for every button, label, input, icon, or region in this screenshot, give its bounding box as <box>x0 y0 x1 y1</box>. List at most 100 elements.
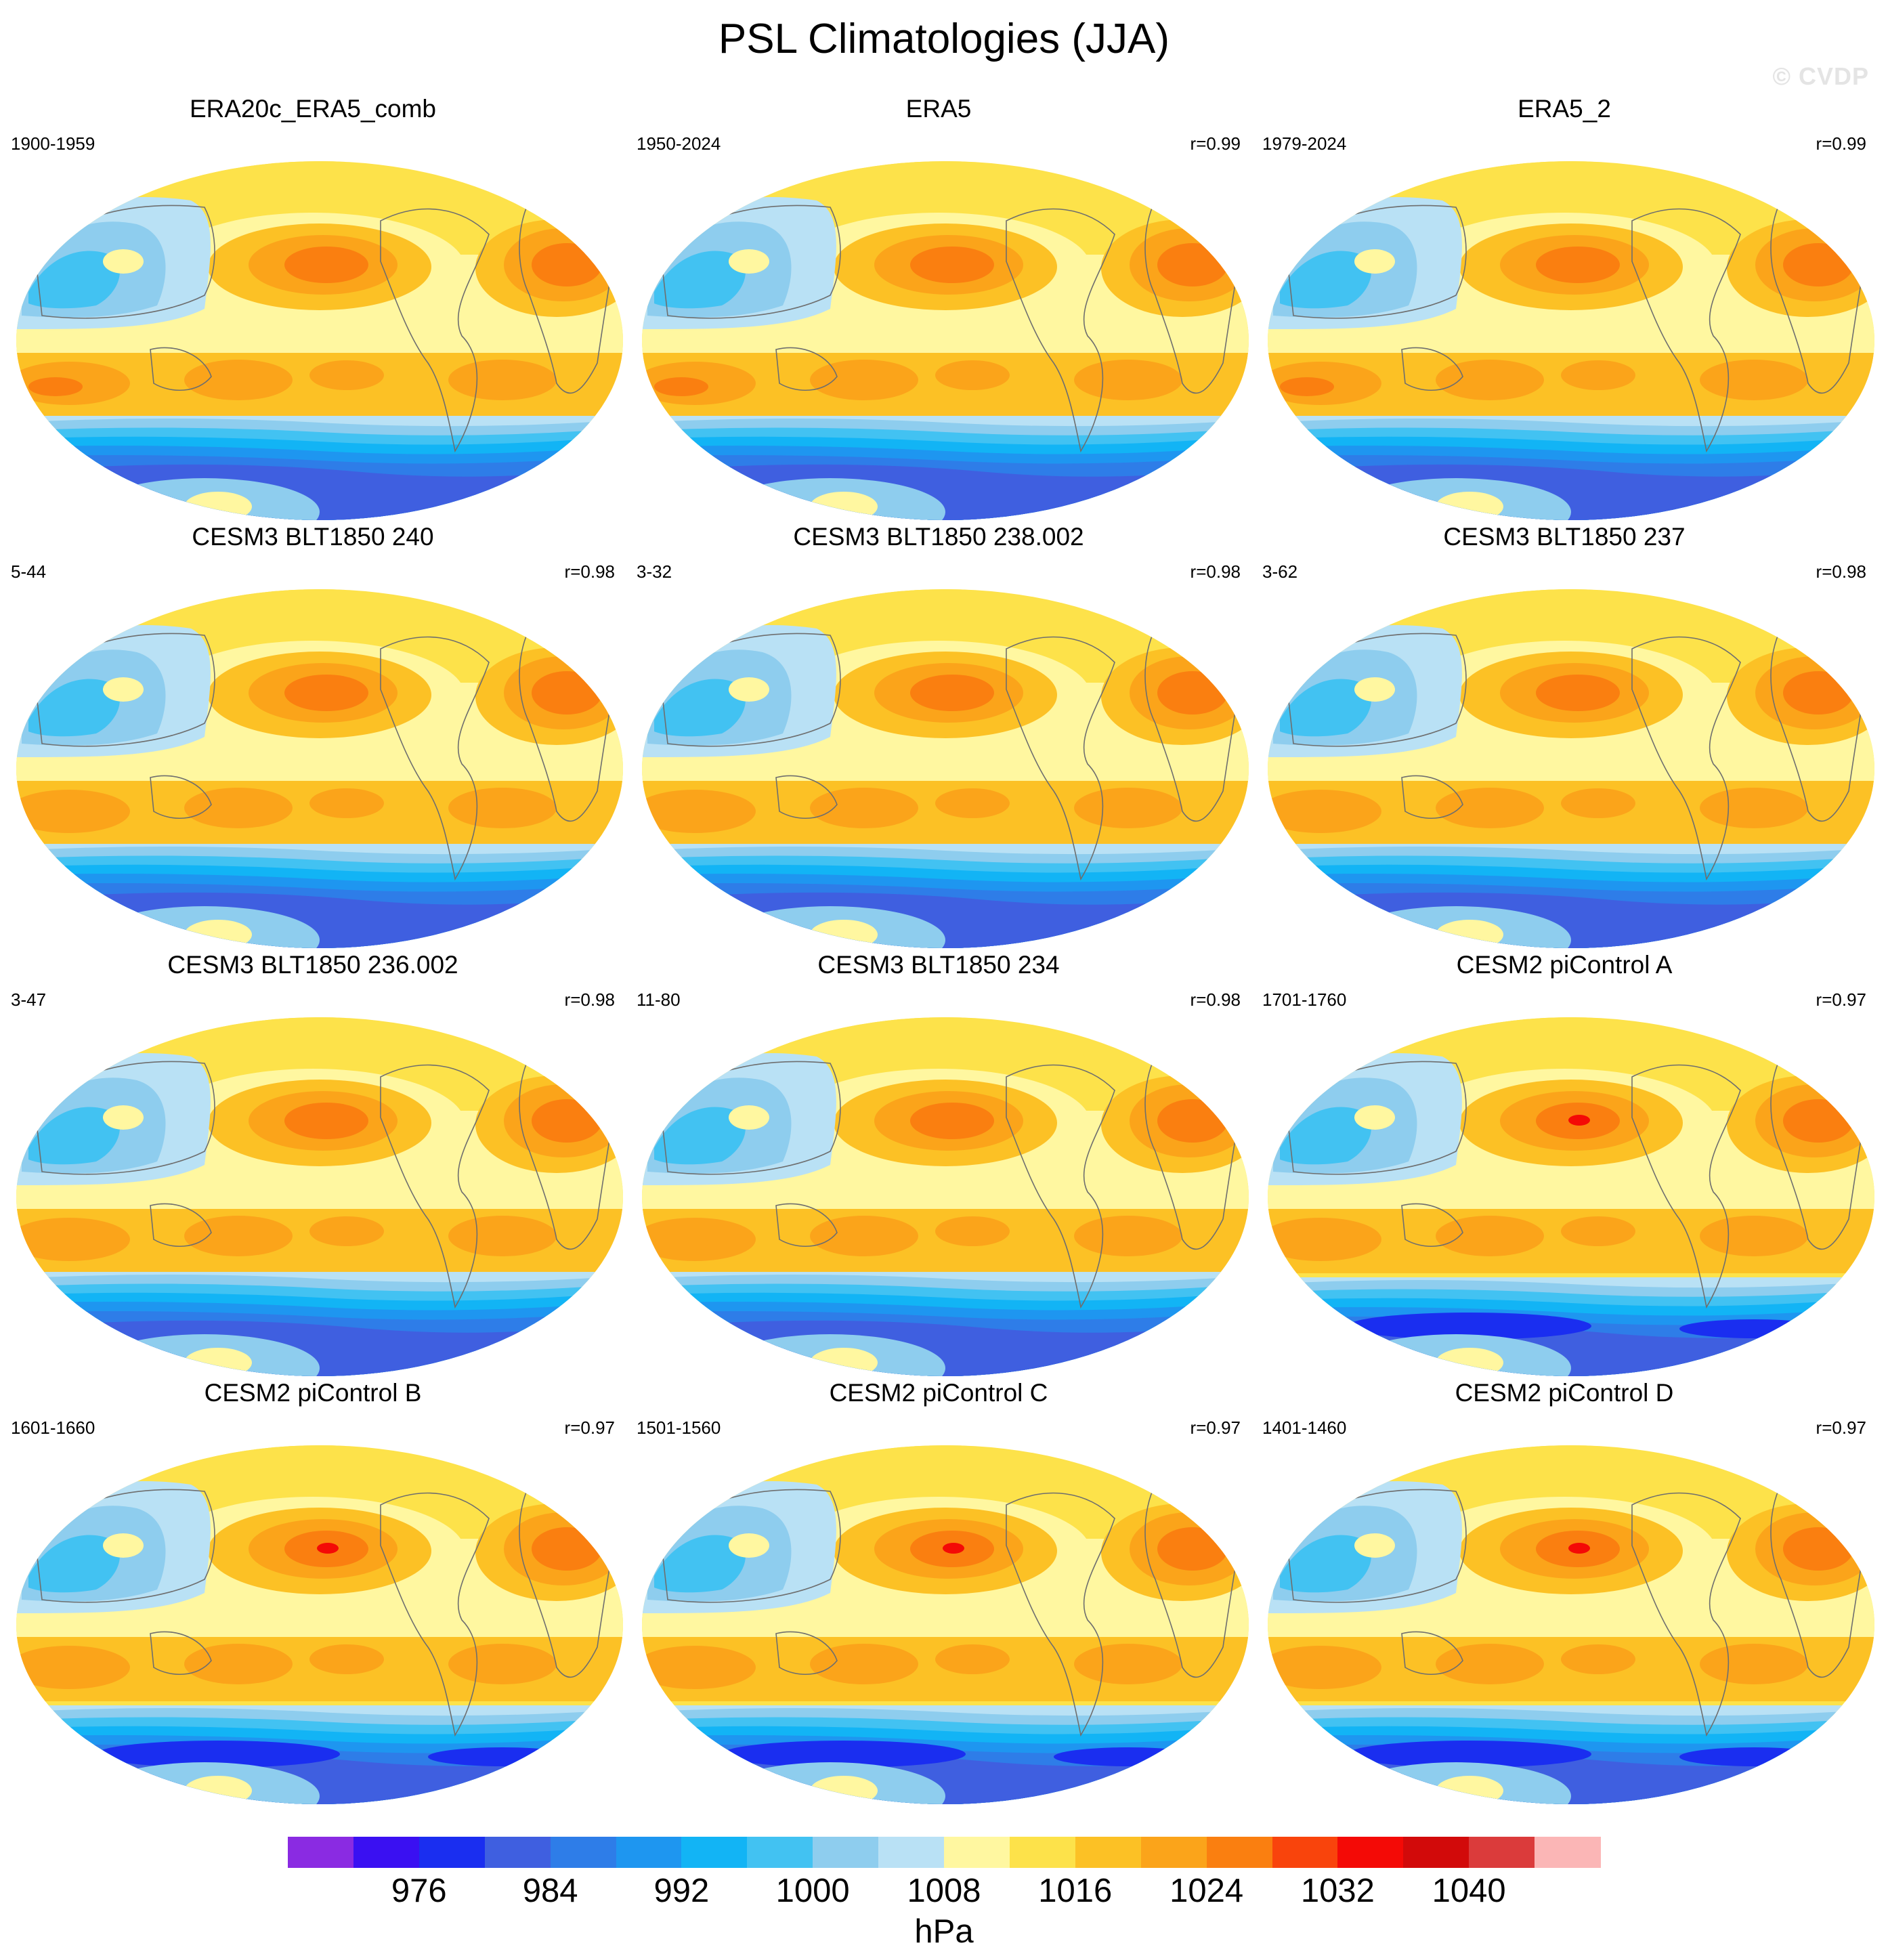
azores-high-inner <box>1783 1099 1853 1143</box>
panel-years: 1401-1460 <box>1262 1418 1347 1438</box>
panel-years: 1950-2024 <box>637 133 721 154</box>
south-pacific-high <box>184 788 293 828</box>
colorbar-swatch <box>484 1837 551 1868</box>
south-atlantic-high <box>1074 788 1182 828</box>
tibetan-plateau <box>729 677 769 702</box>
colorbar-swatch <box>878 1837 945 1868</box>
colorbar-swatch <box>1535 1837 1601 1868</box>
americas-outline <box>1006 1064 1115 1309</box>
north-pacific-high-inner <box>284 675 368 711</box>
psl-map <box>642 161 1249 520</box>
americas-outline <box>1006 208 1115 453</box>
colorbar-swatch <box>681 1837 748 1868</box>
southern-980-band <box>642 1753 1249 1804</box>
south-pacific-high-east <box>309 360 384 390</box>
south-indian-high-core <box>654 377 708 396</box>
azores-high-inner <box>532 1527 602 1571</box>
colorbar-swatch <box>1403 1837 1469 1868</box>
australia-outline <box>775 775 838 819</box>
panel-years: 1900-1959 <box>11 133 95 154</box>
tibetan-plateau <box>103 1533 144 1558</box>
map-panel: CESM3 BLT1850 234 11-80 r=0.98 <box>626 950 1251 1378</box>
southern-976-core-east <box>1054 1747 1203 1766</box>
map-panel: CESM3 BLT1850 237 3-62 r=0.98 <box>1251 521 1877 950</box>
southern-976-core <box>722 1741 966 1768</box>
asian-low-996 <box>1280 251 1371 309</box>
south-indian-high-core <box>1280 1233 1334 1252</box>
colorbar-tick-label: 1024 <box>1170 1873 1244 1909</box>
panel-title: ERA5_2 <box>1518 95 1611 123</box>
psl-map <box>1268 1017 1874 1376</box>
tibetan-plateau <box>729 1105 769 1130</box>
colorbar-tick-label: 1040 <box>1432 1873 1506 1909</box>
colorbar-swatch <box>1075 1837 1142 1868</box>
north-pacific-high-core <box>317 1543 339 1554</box>
tibetan-plateau <box>729 249 769 274</box>
asian-low-996 <box>1280 679 1371 737</box>
south-atlantic-high <box>1700 1644 1808 1684</box>
south-indian-high-core <box>1280 377 1334 396</box>
asian-low-996 <box>1280 1535 1371 1593</box>
azores-high-inner <box>532 243 602 286</box>
colorbar-swatch <box>288 1837 354 1868</box>
azores-high-inner <box>1157 1527 1228 1571</box>
panel-correlation: r=0.98 <box>564 561 615 582</box>
south-pacific-high <box>1436 360 1544 400</box>
azores-high-inner <box>1783 1527 1853 1571</box>
psl-map <box>642 1445 1249 1804</box>
southern-980-band <box>16 1320 623 1376</box>
colorbar-tick-label: 1000 <box>775 1873 850 1909</box>
south-indian-high-core <box>654 1233 708 1252</box>
tibetan-plateau <box>1354 1533 1395 1558</box>
panel-title: CESM2 piControl B <box>204 1379 422 1407</box>
panel-correlation: r=0.98 <box>1190 989 1241 1010</box>
south-pacific-high-east <box>935 1216 1010 1246</box>
australia-outline <box>1401 347 1463 391</box>
southern-980-band <box>1268 1753 1874 1804</box>
colorbar-swatch <box>813 1837 879 1868</box>
panel-years: 1601-1660 <box>11 1418 95 1438</box>
southern-980-band <box>16 1753 623 1804</box>
australia-outline <box>775 347 838 391</box>
asian-low-996 <box>28 1107 120 1165</box>
australia-outline <box>1401 775 1463 819</box>
south-pacific-high-east <box>1561 788 1635 818</box>
map-panel: CESM2 piControl B 1601-1660 r=0.97 <box>0 1378 626 1806</box>
south-atlantic-high <box>1700 788 1808 828</box>
south-pacific-high <box>810 1644 918 1684</box>
panel-correlation: r=0.99 <box>1190 133 1241 154</box>
antarctica-plateau <box>1436 1348 1503 1376</box>
asian-low-996 <box>28 1535 120 1593</box>
panel-years: 1501-1560 <box>637 1418 721 1438</box>
figure-title: PSL Climatologies (JJA) <box>718 16 1170 62</box>
panel-years: 1979-2024 <box>1262 133 1347 154</box>
colorbar-swatch <box>1206 1837 1273 1868</box>
colorbar-swatch <box>353 1837 420 1868</box>
antarctica-plateau <box>184 1348 252 1376</box>
antarctica-plateau <box>810 920 878 948</box>
south-atlantic-high <box>1074 1644 1182 1684</box>
south-pacific-high-east <box>309 1644 384 1674</box>
south-atlantic-high <box>448 1216 557 1256</box>
colorbar-swatch <box>1337 1837 1404 1868</box>
north-pacific-high-inner <box>1536 247 1620 283</box>
southern-976-core-east <box>428 1747 577 1766</box>
antarctica-plateau <box>810 1348 878 1376</box>
tibetan-plateau <box>729 1533 769 1558</box>
colorbar-tick-label: 1016 <box>1038 1873 1113 1909</box>
map-panel: ERA20c_ERA5_comb 1900-1959 <box>0 93 626 521</box>
antarctica-plateau <box>1436 1776 1503 1804</box>
colorbar-tick-label: 1032 <box>1300 1873 1375 1909</box>
south-pacific-high <box>810 360 918 400</box>
north-pacific-high-core <box>1568 1115 1590 1126</box>
south-indian-high-core <box>654 1661 708 1680</box>
southern-980-band <box>642 464 1249 520</box>
map-panel: CESM2 piControl D 1401-1460 r=0.97 <box>1251 1378 1877 1806</box>
south-pacific-high <box>184 1216 293 1256</box>
panel-title: CESM3 BLT1850 237 <box>1443 523 1686 551</box>
australia-outline <box>775 1203 838 1248</box>
australia-outline <box>1401 1631 1463 1676</box>
psl-map <box>16 589 623 948</box>
asian-low-996 <box>28 251 120 309</box>
cvdp-watermark: © CVDP <box>1772 62 1869 90</box>
